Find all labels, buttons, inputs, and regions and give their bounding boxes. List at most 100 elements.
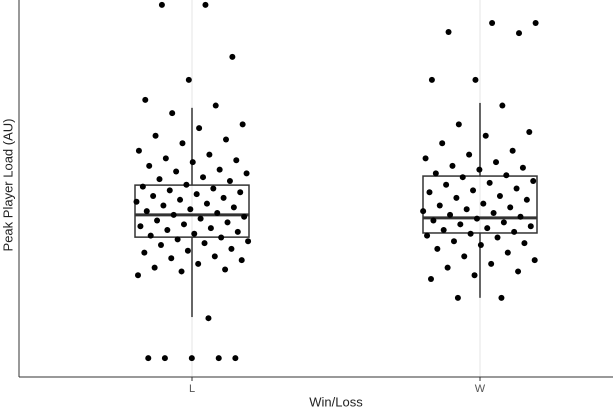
point <box>504 249 511 256</box>
point <box>135 147 142 154</box>
point <box>513 185 520 192</box>
point <box>146 162 153 169</box>
point <box>523 196 530 203</box>
point <box>482 132 489 139</box>
point <box>173 168 180 175</box>
point <box>166 187 173 194</box>
point <box>449 162 456 169</box>
point <box>241 213 248 220</box>
point <box>228 245 235 252</box>
x-tick-label: L <box>189 383 195 395</box>
point <box>463 206 470 213</box>
point <box>197 215 204 222</box>
point <box>447 211 454 218</box>
point <box>466 151 473 158</box>
y-axis-label: Peak Player Load (AU) <box>0 119 15 252</box>
point <box>151 264 158 271</box>
point <box>527 223 534 230</box>
point <box>484 225 491 232</box>
point <box>196 125 203 132</box>
x-tick-label: W <box>475 383 486 395</box>
point <box>207 225 214 232</box>
point <box>500 219 507 226</box>
point <box>206 151 213 158</box>
point <box>230 204 237 211</box>
point <box>158 1 165 8</box>
point <box>145 355 152 362</box>
point <box>436 202 443 209</box>
point <box>164 226 171 233</box>
point <box>156 176 163 183</box>
point <box>134 272 141 279</box>
point <box>453 194 460 201</box>
point <box>229 53 236 60</box>
point <box>200 174 207 181</box>
point <box>444 264 451 271</box>
point <box>214 210 221 217</box>
point <box>169 110 176 117</box>
point <box>424 232 431 239</box>
point <box>516 30 523 37</box>
point <box>519 164 526 171</box>
point <box>143 208 150 215</box>
box <box>134 184 250 238</box>
point <box>430 217 437 224</box>
point <box>202 1 209 8</box>
point <box>532 19 539 26</box>
point <box>216 166 223 173</box>
point <box>174 236 181 243</box>
box <box>422 175 538 234</box>
point <box>193 191 200 198</box>
point <box>234 228 241 235</box>
point <box>509 147 516 154</box>
point <box>133 198 140 205</box>
point <box>220 194 227 201</box>
point <box>210 185 217 192</box>
point <box>237 189 244 196</box>
point <box>184 247 191 254</box>
point <box>177 196 184 203</box>
point <box>503 172 510 179</box>
point <box>477 242 484 249</box>
point <box>160 202 167 209</box>
point <box>499 102 506 109</box>
point <box>467 230 474 237</box>
point <box>170 211 177 218</box>
point <box>233 157 240 164</box>
point <box>226 177 233 184</box>
point <box>150 193 157 200</box>
point <box>488 260 495 267</box>
point <box>496 193 503 200</box>
point <box>168 255 175 262</box>
point <box>420 208 427 215</box>
point <box>157 242 164 249</box>
point <box>461 253 468 260</box>
point <box>152 132 159 139</box>
point <box>188 355 195 362</box>
point <box>494 234 501 241</box>
point <box>215 355 222 362</box>
point <box>531 257 538 264</box>
point <box>440 226 447 233</box>
x-axis-label: Win/Loss <box>309 394 363 409</box>
point <box>224 219 231 226</box>
point <box>212 102 219 109</box>
point <box>203 200 210 207</box>
point <box>511 228 518 235</box>
point <box>471 272 478 279</box>
point <box>180 221 187 228</box>
point <box>517 213 524 220</box>
point <box>161 355 168 362</box>
point <box>195 260 202 267</box>
point <box>428 76 435 83</box>
point <box>139 183 146 190</box>
point <box>493 159 500 166</box>
point <box>422 155 429 162</box>
point <box>426 189 433 196</box>
point <box>470 187 477 194</box>
point <box>473 215 480 222</box>
point <box>222 266 229 273</box>
point <box>521 240 528 247</box>
point <box>223 136 230 143</box>
